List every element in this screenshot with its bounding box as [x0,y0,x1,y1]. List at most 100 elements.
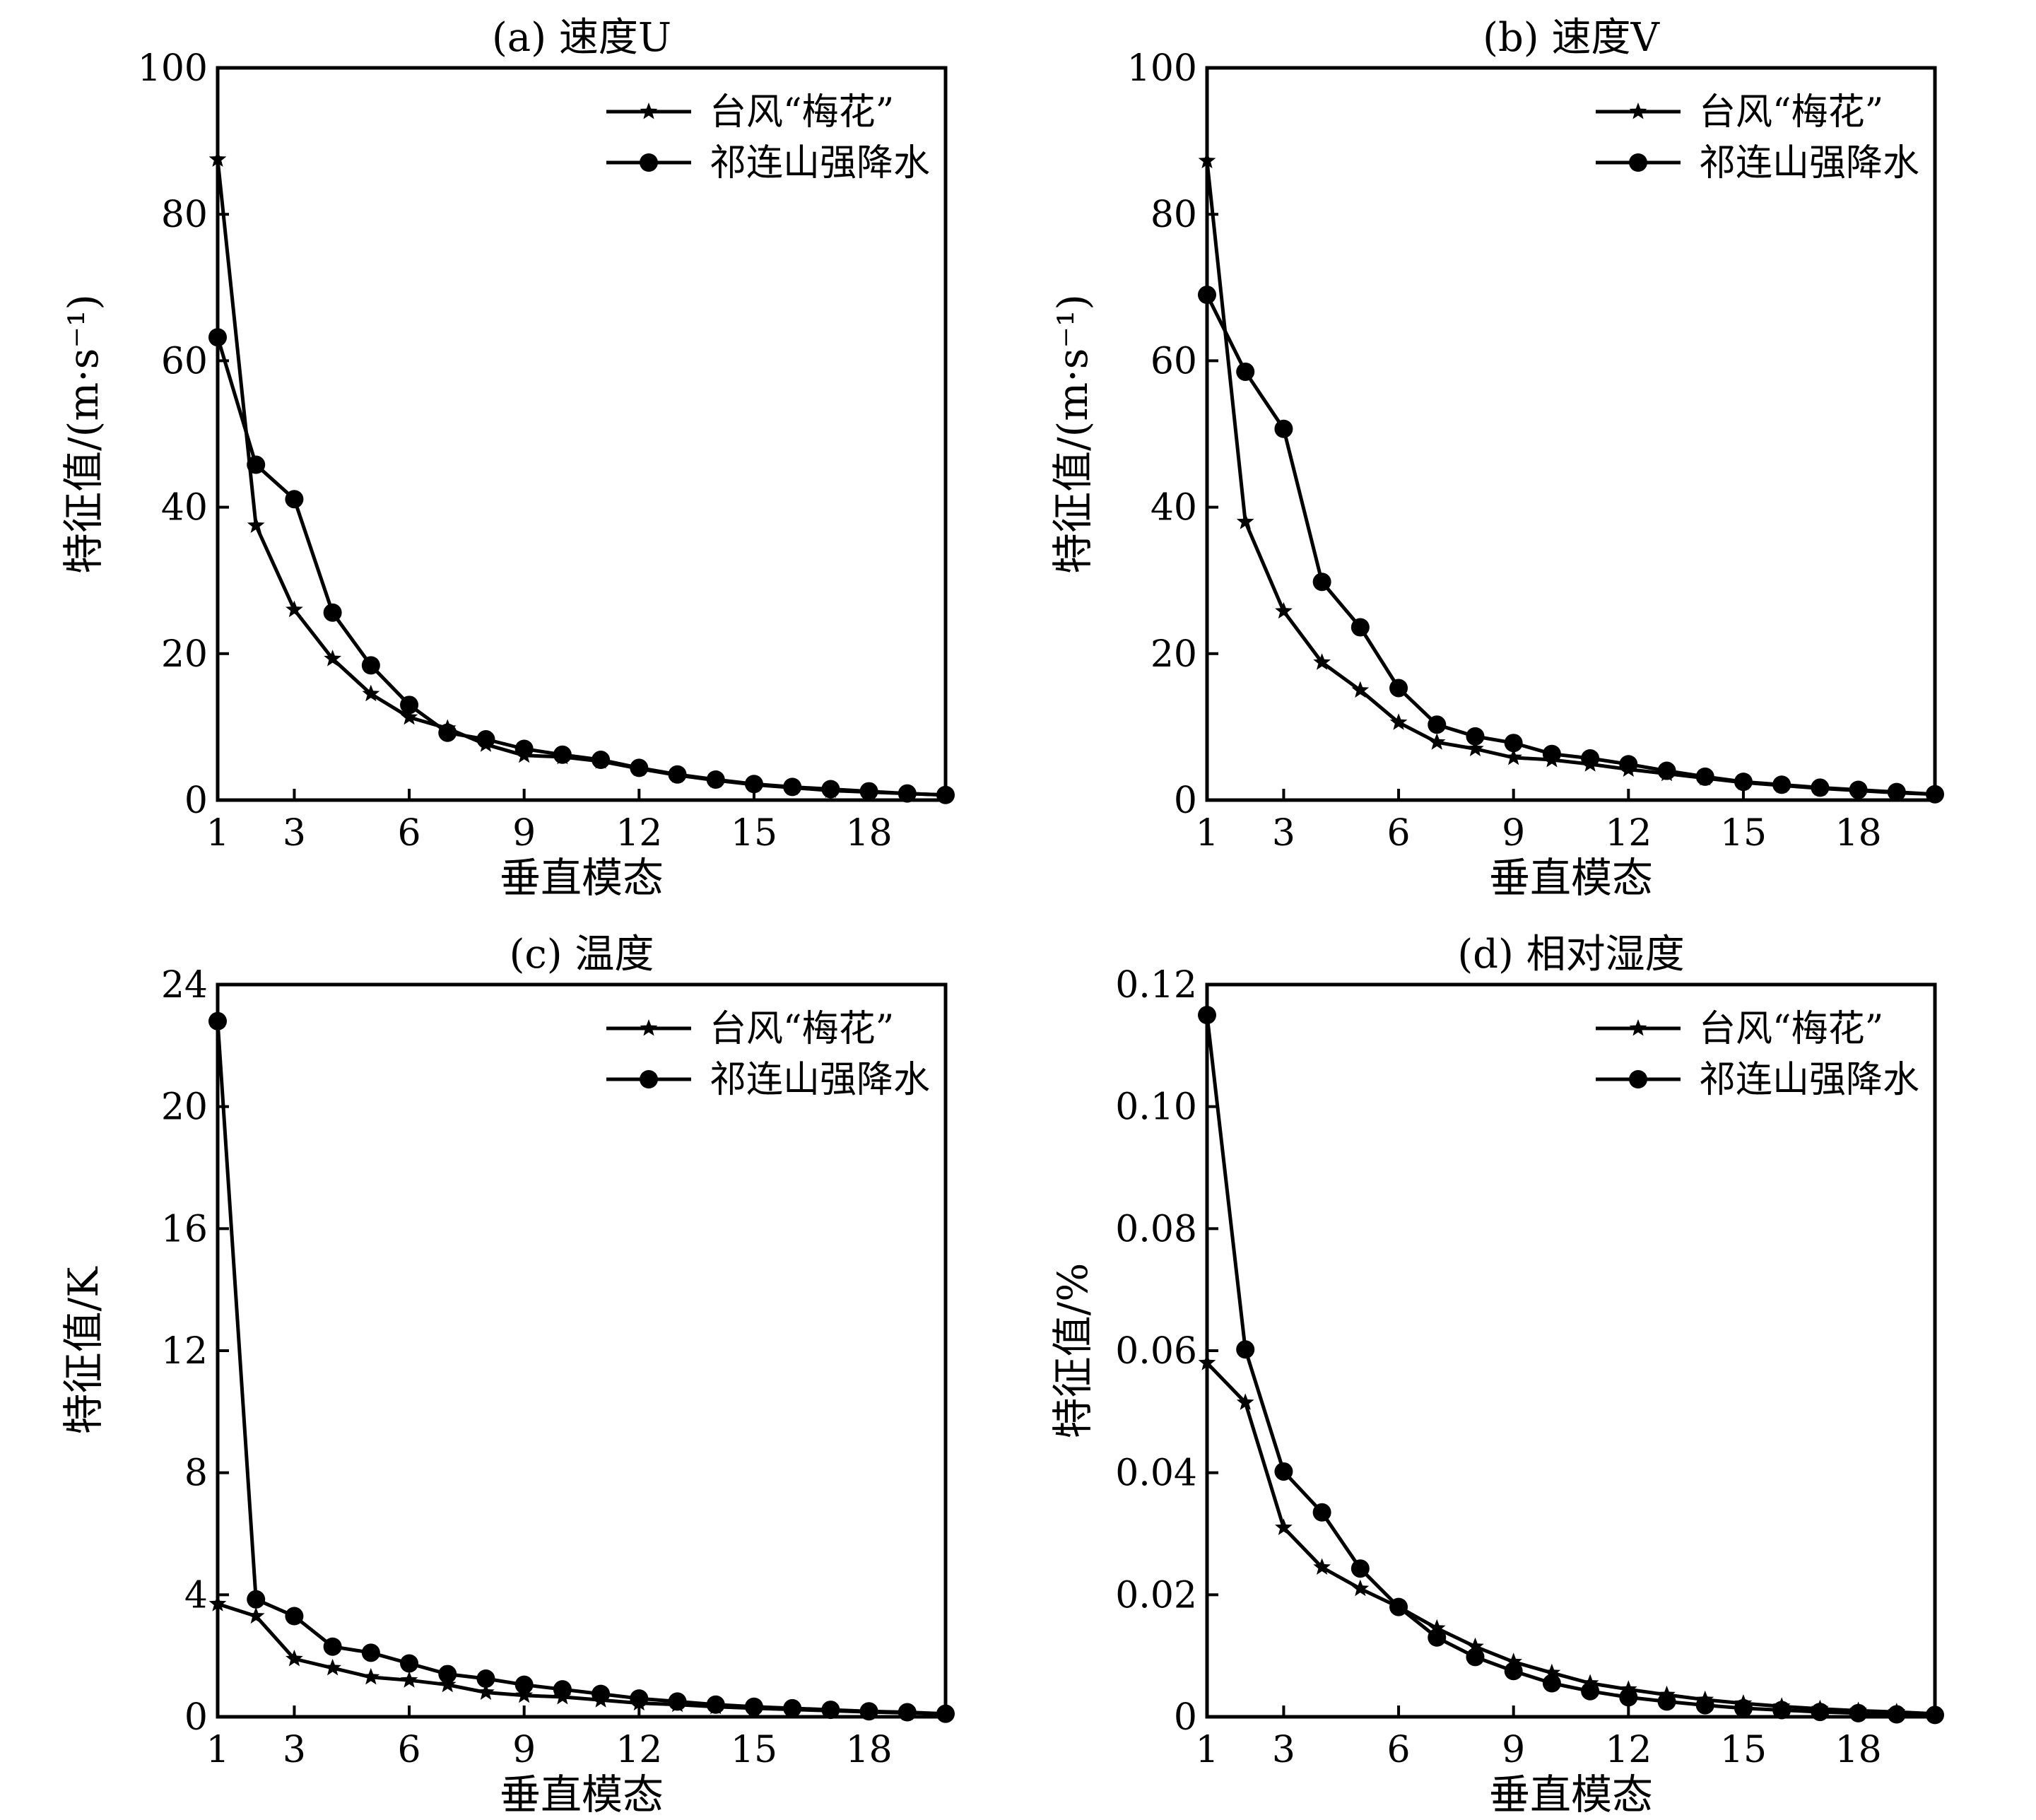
x-tick-label: 6 [1387,812,1411,855]
data-point-circle [630,1689,649,1708]
plot-frame [216,66,948,802]
data-point-circle [1926,785,1944,804]
x-tick-label: 12 [616,812,662,855]
series-line-star [216,159,946,797]
data-point-circle [706,1695,725,1714]
y-tick-label: 0 [1174,780,1197,822]
data-point-star [247,516,265,533]
y-tick-label: 20 [161,633,208,676]
series-line-star [217,1602,946,1716]
data-point-star [438,1675,457,1693]
data-point-circle [936,785,955,804]
data-point-circle [1274,1462,1293,1481]
legend-label: 台风“梅花” [710,1008,894,1050]
legend-marker-circle [640,1070,658,1088]
data-point-star [247,1607,265,1624]
legend-label: 台风“梅花” [1699,91,1883,134]
y-axis-label: 特征值/(m·s⁻¹) [1049,294,1097,574]
data-point-circle [1734,1698,1753,1718]
data-point-star [324,650,341,667]
data-point-star [477,1683,495,1700]
data-point-circle [668,1692,687,1711]
data-point-star [1351,681,1370,698]
chart-title: (b) 速度V [1483,15,1660,61]
y-tick-label: 80 [161,194,208,236]
data-point-star [208,1595,227,1611]
data-point-circle [514,1675,534,1694]
chart-panel-a: (a) 速度U 0 20 40 60 80 100 1 3 6 9 12 15 18 垂直模态 特征值/(m·… [59,15,955,902]
y-tick-label: 12 [161,1330,208,1373]
data-point-circle [553,745,572,764]
x-tick-label: 18 [1835,812,1881,855]
x-tick-label: 15 [731,812,777,855]
data-point-circle [783,1698,802,1718]
legend-marker-star [640,1019,658,1036]
x-tick-label: 12 [1605,1729,1652,1771]
data-point-star [1543,1663,1561,1681]
y-axis-label: 特征值/K [59,1266,107,1435]
data-point-circle [553,1680,572,1699]
x-tick-label: 6 [398,812,421,855]
y-tick-label: 80 [1151,194,1197,236]
data-point-circle [1695,1696,1714,1715]
data-point-circle [1198,286,1216,305]
series-line-circle [1205,294,1936,797]
data-point-circle [208,1011,227,1031]
data-point-circle [744,1697,763,1716]
data-point-star [1236,1393,1254,1410]
y-tick-label: 100 [138,47,208,90]
data-point-circle [706,770,725,789]
data-point-star [324,1658,341,1676]
data-point-star [208,150,227,167]
legend-label: 祁连山强降水 [1699,1059,1919,1101]
x-tick-label: 12 [1605,812,1652,855]
y-tick-label: 16 [161,1208,208,1250]
legend-label: 祁连山强降水 [710,1059,930,1101]
y-tick-label: 0.10 [1115,1086,1197,1129]
data-point-star [400,708,418,725]
data-point-star [1466,739,1484,756]
data-point-star [400,1671,418,1688]
x-tick-label: 18 [845,812,892,855]
data-point-circle [1504,734,1523,753]
data-point-circle [859,1702,878,1721]
data-point-circle [1772,1701,1791,1720]
data-point-circle [1849,1703,1868,1722]
data-point-circle [1466,1648,1485,1667]
y-tick-label: 0 [184,1696,208,1739]
series-line-circle [216,1021,946,1716]
data-point-circle [859,782,878,801]
y-tick-label: 8 [184,1452,208,1495]
data-point-circle [438,1665,457,1684]
x-tick-label: 18 [845,1729,892,1771]
data-point-star [1275,601,1293,619]
chart-panel-d: (d) 相对湿度 0 0.02 0.04 0.06 0.08 0.10 0.12 1 3 6 9 12 1… [1049,932,1944,1819]
series-line-star [1206,1361,1936,1716]
data-point-circle [1581,748,1600,768]
data-point-circle [1734,773,1753,792]
x-axis-label: 垂直模态 [500,854,664,902]
data-point-circle [1236,1340,1255,1359]
x-tick-label: 3 [1272,1729,1295,1771]
y-tick-label: 0 [184,780,208,822]
data-point-circle [898,784,917,803]
series-line-circle [216,336,946,797]
chart-title: (c) 温度 [510,932,654,977]
y-tick-label: 20 [161,1086,208,1129]
data-point-circle [1695,767,1714,786]
x-tick-label: 9 [512,1729,536,1771]
y-tick-label: 0.02 [1115,1574,1197,1616]
y-axis-label: 特征值/(m·s⁻¹) [59,294,107,574]
data-point-star [515,1686,533,1703]
data-point-circle [476,1669,495,1689]
data-point-star [1505,748,1522,765]
y-tick-label: 4 [184,1574,208,1616]
x-tick-label: 1 [1195,1729,1218,1771]
data-point-circle [821,780,840,799]
x-tick-label: 6 [398,1729,421,1771]
x-tick-label: 18 [1835,1729,1881,1771]
x-tick-label: 15 [1720,1729,1767,1771]
data-point-circle [1811,778,1830,797]
y-tick-label: 0.12 [1115,964,1197,1006]
